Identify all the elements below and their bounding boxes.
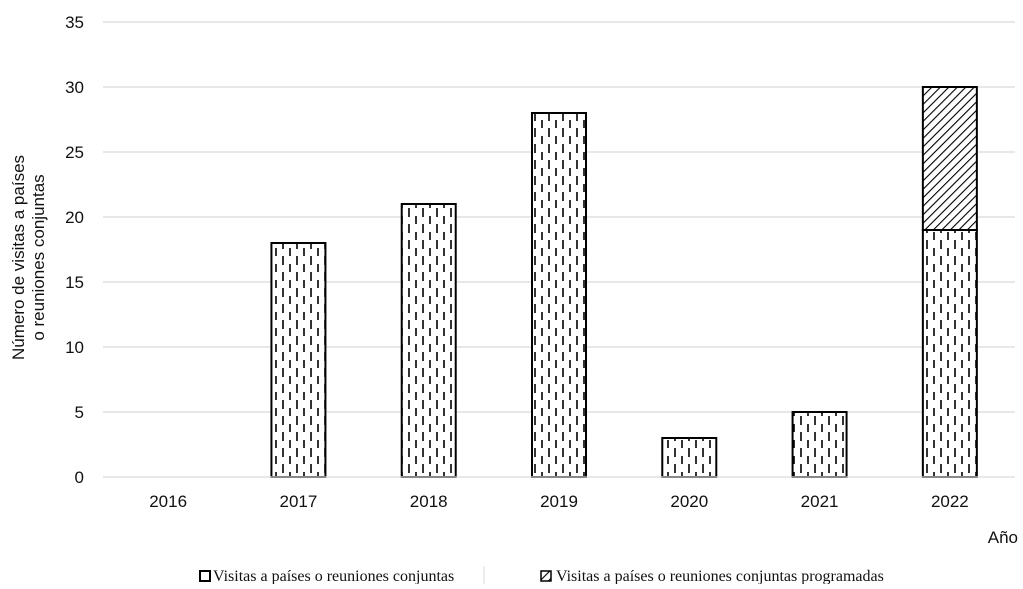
y-tick-label-20: 20 — [65, 208, 84, 227]
x-tick-label-2022: 2022 — [931, 492, 969, 511]
legend-label-visitas: Visitas a países o reuniones conjuntas — [213, 568, 454, 584]
legend-label-programadas: Visitas a países o reuniones conjuntas p… — [556, 568, 884, 584]
bars — [270, 86, 978, 478]
x-tick-label-2021: 2021 — [801, 492, 839, 511]
y-axis-ticks: 0 5 10 15 20 25 30 35 — [65, 13, 84, 487]
y-axis-title-line-1: Número de visitas a países — [9, 155, 28, 360]
y-tick-label-35: 35 — [65, 13, 84, 32]
y-tick-label-5: 5 — [75, 403, 84, 422]
bar-2018-series-0 — [400, 203, 457, 478]
y-axis-title-line-2: o reuniones conjuntas — [29, 174, 48, 340]
x-axis-title: Año — [988, 528, 1018, 547]
x-tick-label-2019: 2019 — [540, 492, 578, 511]
legend-swatch-visitas — [199, 570, 211, 582]
bar-2020-series-0 — [661, 437, 718, 478]
x-tick-label-2020: 2020 — [670, 492, 708, 511]
bar-2017-series-0 — [270, 242, 327, 478]
bar-2021-series-0 — [791, 411, 848, 478]
legend-swatch-programadas — [540, 570, 552, 582]
x-tick-label-2017: 2017 — [280, 492, 318, 511]
y-tick-label-15: 15 — [65, 273, 84, 292]
y-tick-label-30: 30 — [65, 78, 84, 97]
y-tick-label-25: 25 — [65, 143, 84, 162]
y-tick-label-0: 0 — [75, 468, 84, 487]
x-axis-ticks: 2016 2017 2018 2019 2020 2021 2022 — [149, 492, 969, 511]
legend: Visitas a países o reuniones conjuntas V… — [199, 566, 884, 585]
x-tick-label-2016: 2016 — [149, 492, 187, 511]
y-tick-label-10: 10 — [65, 338, 84, 357]
bar-2022-series-0 — [921, 229, 978, 478]
x-tick-label-2018: 2018 — [410, 492, 448, 511]
bar-2022-series-1 — [921, 86, 978, 231]
bar-2019-series-0 — [531, 112, 587, 478]
